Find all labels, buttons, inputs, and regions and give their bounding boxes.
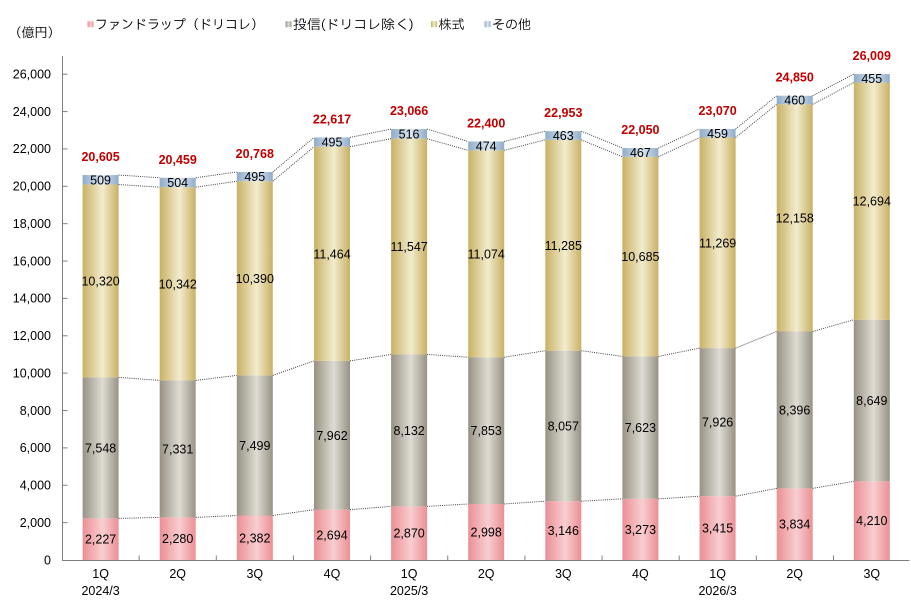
svg-text:4Q: 4Q	[324, 567, 341, 581]
svg-text:22,000: 22,000	[13, 142, 51, 156]
svg-text:2026/3: 2026/3	[698, 584, 736, 598]
svg-text:22,400: 22,400	[467, 116, 505, 130]
svg-text:26,009: 26,009	[853, 49, 891, 63]
svg-text:24,850: 24,850	[776, 71, 814, 85]
svg-text:20,605: 20,605	[81, 150, 119, 164]
svg-text:10,390: 10,390	[236, 272, 274, 286]
svg-text:11,074: 11,074	[468, 247, 505, 261]
svg-text:22,953: 22,953	[544, 106, 582, 120]
svg-text:3Q: 3Q	[246, 567, 263, 581]
svg-text:4,210: 4,210	[856, 514, 887, 528]
svg-text:24,000: 24,000	[13, 105, 51, 119]
svg-text:3,415: 3,415	[702, 522, 733, 536]
svg-text:12,158: 12,158	[776, 211, 814, 225]
svg-text:2,870: 2,870	[393, 527, 424, 541]
svg-text:8,132: 8,132	[393, 424, 424, 438]
svg-text:8,649: 8,649	[856, 394, 887, 408]
svg-text:7,499: 7,499	[239, 439, 270, 453]
svg-text:3Q: 3Q	[555, 567, 572, 581]
svg-text:2024/3: 2024/3	[81, 584, 119, 598]
svg-text:4,000: 4,000	[20, 479, 51, 493]
svg-text:2,227: 2,227	[85, 533, 116, 547]
svg-text:7,548: 7,548	[85, 441, 116, 455]
svg-text:1Q: 1Q	[401, 567, 418, 581]
svg-text:11,464: 11,464	[313, 247, 350, 261]
svg-text:459: 459	[707, 127, 728, 141]
svg-text:509: 509	[90, 173, 111, 187]
svg-text:2,000: 2,000	[20, 516, 51, 530]
svg-text:7,926: 7,926	[702, 416, 733, 430]
svg-text:7,331: 7,331	[162, 442, 193, 456]
svg-text:14,000: 14,000	[13, 292, 51, 306]
svg-text:3,834: 3,834	[779, 518, 810, 532]
svg-text:12,694: 12,694	[853, 195, 891, 209]
svg-text:2025/3: 2025/3	[390, 584, 428, 598]
svg-text:495: 495	[244, 170, 265, 184]
svg-text:4Q: 4Q	[632, 567, 649, 581]
svg-text:22,050: 22,050	[621, 123, 659, 137]
svg-text:504: 504	[167, 176, 188, 190]
svg-text:20,459: 20,459	[159, 153, 197, 167]
svg-text:11,547: 11,547	[390, 240, 427, 254]
svg-text:8,396: 8,396	[779, 403, 810, 417]
svg-text:495: 495	[322, 136, 343, 150]
svg-text:2,694: 2,694	[316, 528, 347, 542]
svg-text:2Q: 2Q	[169, 567, 186, 581]
svg-text:18,000: 18,000	[13, 217, 51, 231]
svg-text:3,273: 3,273	[625, 523, 656, 537]
svg-text:23,070: 23,070	[698, 104, 736, 118]
svg-text:11,285: 11,285	[545, 239, 582, 253]
svg-text:8,057: 8,057	[548, 419, 579, 433]
svg-text:10,000: 10,000	[13, 366, 51, 380]
svg-text:20,000: 20,000	[13, 180, 51, 194]
svg-text:10,342: 10,342	[159, 277, 197, 291]
svg-text:23,066: 23,066	[390, 104, 428, 118]
svg-text:12,000: 12,000	[13, 329, 51, 343]
svg-text:1Q: 1Q	[709, 567, 726, 581]
svg-text:20,768: 20,768	[236, 147, 274, 161]
svg-text:3,146: 3,146	[548, 524, 579, 538]
svg-text:2,998: 2,998	[471, 525, 502, 539]
svg-text:2,280: 2,280	[162, 532, 193, 546]
svg-text:7,962: 7,962	[316, 429, 347, 443]
svg-text:26,000: 26,000	[13, 68, 51, 82]
svg-text:474: 474	[476, 139, 497, 153]
svg-text:8,000: 8,000	[20, 404, 51, 418]
svg-text:1Q: 1Q	[92, 567, 109, 581]
svg-text:10,320: 10,320	[81, 274, 119, 288]
svg-text:463: 463	[553, 129, 574, 143]
svg-text:3Q: 3Q	[863, 567, 880, 581]
svg-text:455: 455	[861, 72, 882, 86]
svg-text:2,382: 2,382	[239, 531, 270, 545]
svg-text:10,685: 10,685	[621, 250, 659, 264]
svg-text:7,623: 7,623	[625, 421, 656, 435]
svg-text:2Q: 2Q	[478, 567, 495, 581]
svg-text:16,000: 16,000	[13, 254, 51, 268]
svg-text:467: 467	[630, 146, 651, 160]
svg-text:2Q: 2Q	[786, 567, 803, 581]
svg-text:22,617: 22,617	[313, 112, 351, 126]
svg-text:7,853: 7,853	[471, 424, 502, 438]
svg-text:516: 516	[399, 127, 420, 141]
svg-text:0: 0	[44, 553, 51, 567]
svg-text:11,269: 11,269	[699, 236, 736, 250]
svg-text:6,000: 6,000	[20, 441, 51, 455]
svg-text:460: 460	[784, 94, 805, 108]
